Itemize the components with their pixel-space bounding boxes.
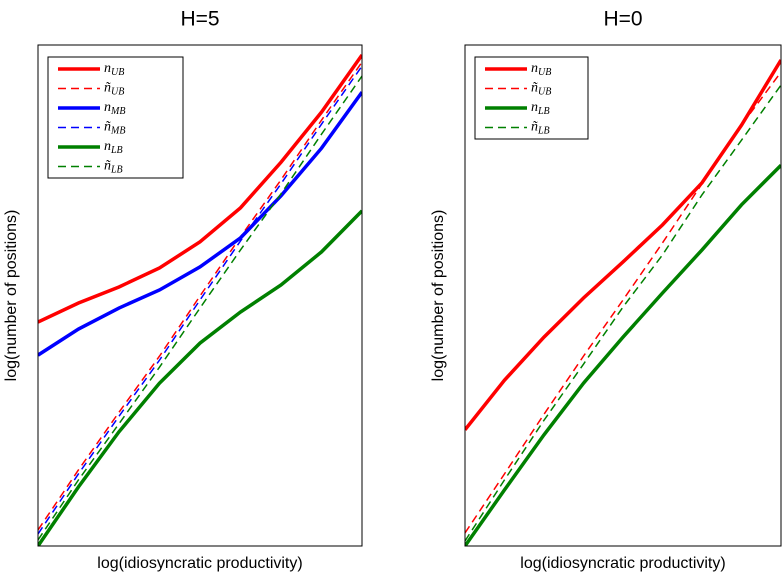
series-line: [38, 65, 362, 535]
legend-label: ñLB: [531, 120, 550, 137]
legend-label: ñMB: [104, 120, 125, 137]
legend-label: nLB: [531, 100, 550, 117]
legend-label: nUB: [531, 61, 551, 78]
legend-label: nMB: [104, 100, 125, 117]
series-line: [38, 54, 362, 324]
series-line: [38, 209, 362, 546]
chart-title: H=0: [603, 8, 642, 31]
x-axis-label: log(idiosyncratic productivity): [520, 555, 725, 572]
y-axis-label: log(number of positions): [430, 210, 447, 382]
series-line: [38, 91, 362, 357]
chart-title: H=5: [180, 8, 219, 31]
series-line: [38, 75, 362, 541]
legend-label: nLB: [104, 139, 123, 156]
series-line: [465, 84, 781, 542]
series-line: [465, 71, 781, 534]
plot-frame: [464, 44, 782, 547]
series-line: [38, 61, 362, 531]
legend-label: ñUB: [531, 81, 551, 98]
legend-box: [47, 56, 184, 179]
x-axis-label: log(idiosyncratic productivity): [97, 555, 302, 572]
y-axis-label: log(number of positions): [3, 210, 20, 382]
legend-label: nUB: [104, 61, 124, 78]
legend-label: ñLB: [104, 159, 123, 176]
series-line: [465, 164, 781, 546]
plot-frame: [37, 44, 363, 547]
legend-label: ñUB: [104, 81, 124, 98]
